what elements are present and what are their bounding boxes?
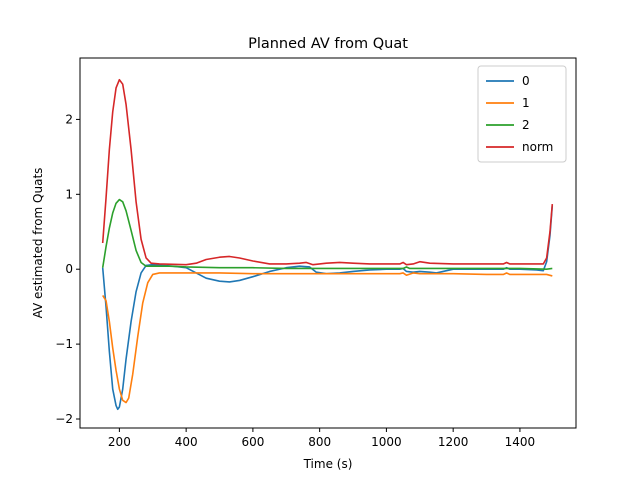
axes-frame: [79, 57, 577, 429]
x-tick-label: 600: [241, 435, 264, 449]
x-axis: 200 400 600 800 1000 1200 1400: [108, 428, 535, 449]
y-tick-label: 2: [65, 112, 73, 126]
legend-label-0: 0: [522, 74, 530, 88]
y-tick-label: 0: [65, 262, 73, 276]
chart-title: Planned AV from Quat: [248, 36, 408, 52]
x-tick-label: 1000: [371, 435, 402, 449]
legend: 0 1 2 norm: [477, 65, 567, 163]
y-tick-label: −2: [55, 412, 73, 426]
y-axis: −2 −1 0 1 2: [55, 112, 80, 426]
legend-label-2: 2: [522, 118, 530, 132]
series-line-norm: [101, 78, 554, 266]
series-line-1: [102, 272, 553, 404]
x-tick-label: 200: [108, 435, 131, 449]
x-axis-label: Time (s): [303, 457, 353, 471]
y-tick-label: −1: [55, 337, 73, 351]
x-tick-label: 1400: [505, 435, 536, 449]
legend-label-norm: norm: [522, 140, 553, 154]
x-tick-label: 400: [175, 435, 198, 449]
plot-area: [101, 78, 554, 411]
legend-label-1: 1: [522, 96, 530, 110]
legend-box: [477, 65, 567, 163]
y-axis-label: AV estimated from Quats: [31, 168, 45, 319]
y-tick-label: 1: [65, 187, 73, 201]
x-tick-label: 1200: [438, 435, 469, 449]
x-tick-label: 800: [308, 435, 331, 449]
series-line-2: [101, 198, 553, 271]
